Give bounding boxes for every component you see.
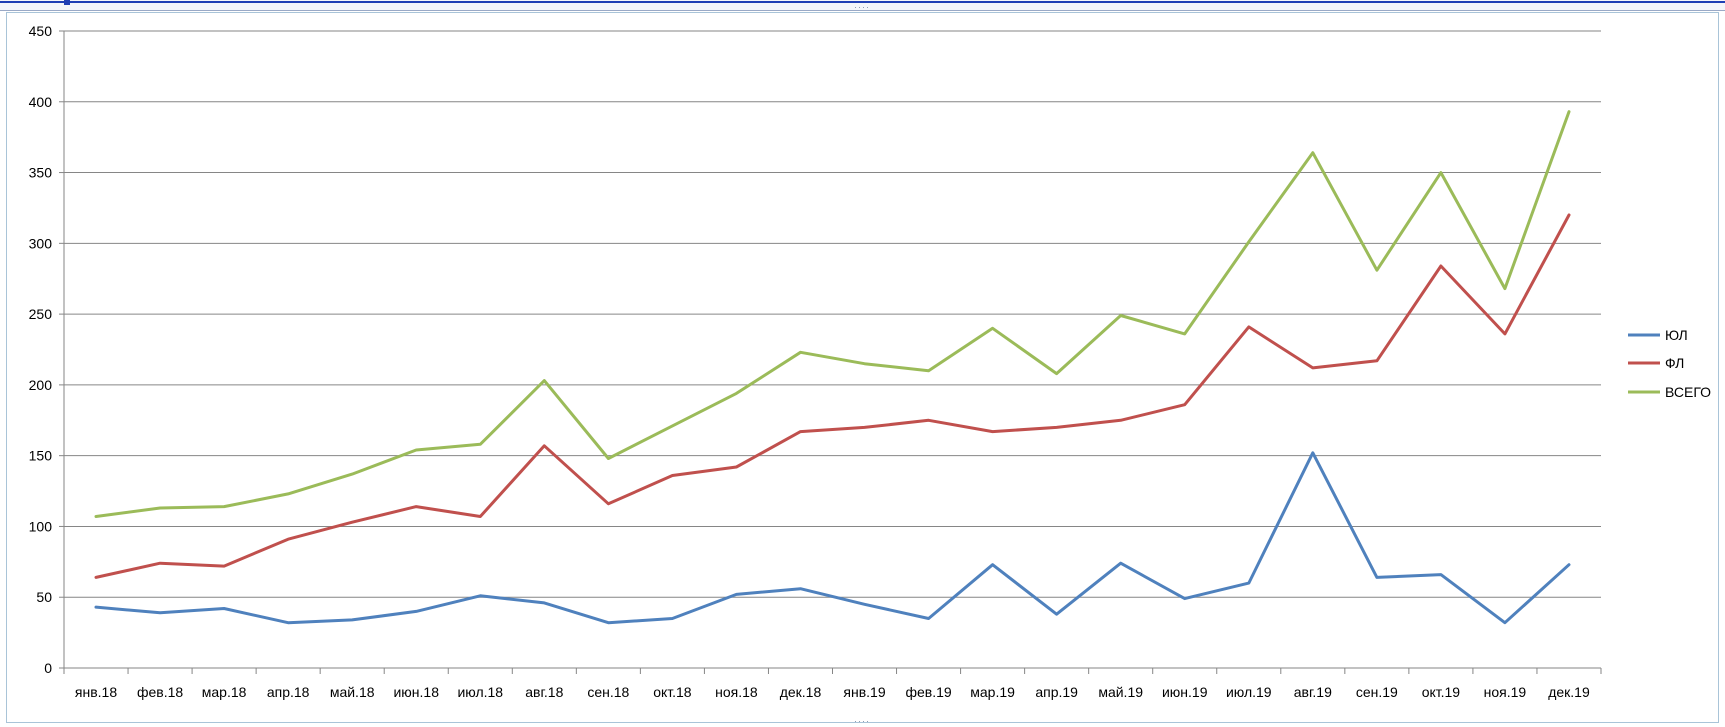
x-tick-label: окт.19 xyxy=(1422,684,1461,700)
x-tick-label: авг.18 xyxy=(525,684,563,700)
y-tick-label: 150 xyxy=(29,448,53,464)
x-tick-label: май.18 xyxy=(330,684,375,700)
series-line-1[interactable] xyxy=(94,451,1571,625)
x-tick-label: авг.19 xyxy=(1294,684,1332,700)
legend-label-1: ЮЛ xyxy=(1665,327,1688,343)
x-tick-label: ноя.19 xyxy=(1484,684,1527,700)
x-tick-label: фев.18 xyxy=(137,684,183,700)
x-tick-label: мар.19 xyxy=(970,684,1015,700)
legend: ЮЛ ФЛ ВСЕГО xyxy=(1628,327,1711,400)
x-tick-label: янв.19 xyxy=(843,684,885,700)
series-line-2[interactable] xyxy=(94,213,1571,579)
line-chart: 0 50 100 150 200 250 300 350 400 450 янв.18 фев.18… xyxy=(29,23,1711,700)
resize-grip-bottom-icon[interactable]: ···· xyxy=(854,716,870,726)
x-tick-label: май.19 xyxy=(1098,684,1143,700)
y-tick-label: 100 xyxy=(29,518,53,534)
y-tick-label: 200 xyxy=(29,377,53,393)
y-tick-label: 0 xyxy=(44,660,52,676)
series-lines xyxy=(94,110,1571,625)
y-tick-label: 250 xyxy=(29,306,53,322)
y-tick-label: 300 xyxy=(29,235,53,251)
y-tick-label: 450 xyxy=(29,23,53,39)
cell-selection-handle[interactable] xyxy=(64,0,70,5)
x-tick-label: сен.18 xyxy=(587,684,629,700)
x-tick-label: мар.18 xyxy=(202,684,247,700)
x-axis: янв.18 фев.18 мар.18 апр.18 май.18 июн.18 июл.… xyxy=(63,667,1602,700)
selection-border-line xyxy=(0,1,1725,3)
x-tick-label: дек.18 xyxy=(780,684,822,700)
y-axis: 0 50 100 150 200 250 300 350 400 450 xyxy=(29,23,65,676)
x-tick-label: окт.18 xyxy=(653,684,692,700)
x-tick-label: сен.19 xyxy=(1356,684,1398,700)
gridlines xyxy=(64,30,1601,598)
x-tick-label: фев.19 xyxy=(905,684,951,700)
y-tick-label: 350 xyxy=(29,165,53,181)
legend-label-2: ФЛ xyxy=(1665,355,1684,371)
y-tick-label: 400 xyxy=(29,94,53,110)
x-tick-label: июл.19 xyxy=(1226,684,1272,700)
x-tick-label: июн.19 xyxy=(1162,684,1208,700)
x-tick-label: июл.18 xyxy=(457,684,503,700)
y-tick-label: 50 xyxy=(36,589,52,605)
x-tick-label: ноя.18 xyxy=(715,684,758,700)
series-line-3[interactable] xyxy=(94,110,1571,518)
x-tick-label: янв.18 xyxy=(75,684,117,700)
x-tick-label: апр.18 xyxy=(267,684,310,700)
chart-area[interactable]: 0 50 100 150 200 250 300 350 400 450 янв.18 фев.18… xyxy=(6,12,1719,723)
legend-label-3: ВСЕГО xyxy=(1665,384,1711,400)
resize-grip-top-icon[interactable]: ···· xyxy=(854,2,870,12)
x-tick-label: апр.19 xyxy=(1035,684,1078,700)
x-tick-label: июн.18 xyxy=(393,684,439,700)
x-tick-label: дек.19 xyxy=(1548,684,1590,700)
worksheet-top-strip xyxy=(0,0,1725,11)
